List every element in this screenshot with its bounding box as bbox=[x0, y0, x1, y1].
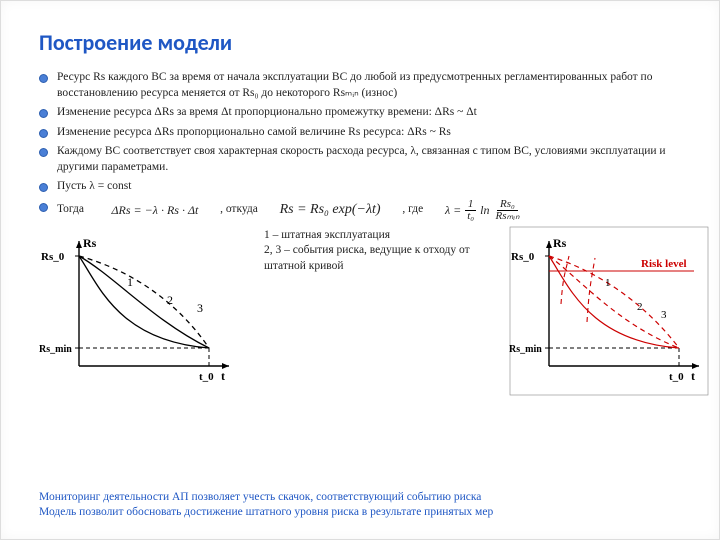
slide: Построение модели Ресурс Rs каждого ВС з… bbox=[0, 0, 720, 540]
bullet-item: Каждому ВС соответствует своя характерна… bbox=[39, 144, 681, 175]
svg-text:Rs_min: Rs_min bbox=[509, 344, 542, 355]
svg-text:t: t bbox=[221, 369, 225, 383]
figures-row: Rs t Rs_0 Rs_min t_0 1 2 3 1 – штатная эксплуат… bbox=[39, 226, 681, 396]
formula-rs: Rs = Rs₀ exp(−λt) bbox=[280, 201, 381, 220]
svg-text:2: 2 bbox=[167, 293, 173, 307]
where-label: , где bbox=[402, 202, 423, 218]
then-label: Тогда bbox=[57, 202, 84, 218]
svg-text:Rs_0: Rs_0 bbox=[511, 251, 535, 263]
bullet-item: Изменение ресурса ΔRs пропорционально са… bbox=[39, 125, 681, 141]
figure-legend: 1 – штатная эксплуатация 2, 3 – события … bbox=[264, 226, 484, 396]
svg-text:Rs_min: Rs_min bbox=[39, 344, 72, 355]
bullet-item: Пусть λ = const bbox=[39, 179, 681, 195]
svg-text:3: 3 bbox=[197, 301, 203, 315]
bullet-list: Ресурс Rs каждого ВС за время от начала … bbox=[39, 70, 681, 222]
chart-right: Rs t Rs_0 Rs_min t_0 Risk level 1 2 3 bbox=[509, 226, 709, 396]
svg-text:Rs: Rs bbox=[553, 236, 567, 250]
svg-text:Rs_0: Rs_0 bbox=[41, 251, 65, 263]
bullet-item: Тогда ΔRs = −λ · Rs · Δt , откуда Rs = R… bbox=[39, 199, 681, 222]
svg-text:1: 1 bbox=[605, 277, 611, 289]
svg-text:1: 1 bbox=[127, 275, 133, 289]
footer-text: Мониторинг деятельности АП позволяет уче… bbox=[39, 490, 681, 521]
legend-line: 2, 3 – события риска, ведущие к отходу о… bbox=[264, 243, 484, 274]
svg-text:t_0: t_0 bbox=[199, 371, 214, 383]
chart-right-svg: Rs t Rs_0 Rs_min t_0 Risk level 1 2 3 bbox=[509, 226, 709, 396]
svg-text:2: 2 bbox=[637, 301, 643, 313]
legend-line: 1 – штатная эксплуатация bbox=[264, 228, 484, 244]
svg-text:t: t bbox=[691, 369, 695, 383]
bullet-item: Ресурс Rs каждого ВС за время от начала … bbox=[39, 70, 681, 101]
chart-left: Rs t Rs_0 Rs_min t_0 1 2 3 bbox=[39, 226, 239, 396]
chart-left-svg: Rs t Rs_0 Rs_min t_0 1 2 3 bbox=[39, 226, 239, 396]
formula-delta: ΔRs = −λ · Rs · Δt bbox=[112, 202, 199, 218]
bullet-item: Изменение ресурса ΔRs за время Δt пропор… bbox=[39, 105, 681, 121]
whence-label: , откуда bbox=[220, 202, 258, 218]
footer-line: Мониторинг деятельности АП позволяет уче… bbox=[39, 490, 681, 506]
formula-lambda: λ = 1 t₀ ln Rs₀ Rsₘᵢₙ bbox=[445, 199, 523, 222]
svg-text:t_0: t_0 bbox=[669, 371, 684, 383]
svg-text:Risk level: Risk level bbox=[641, 258, 687, 270]
footer-line: Модель позволит обосновать достижение шт… bbox=[39, 505, 681, 521]
svg-text:3: 3 bbox=[661, 309, 667, 321]
svg-text:Rs: Rs bbox=[83, 236, 97, 250]
page-title: Построение модели bbox=[39, 29, 681, 56]
